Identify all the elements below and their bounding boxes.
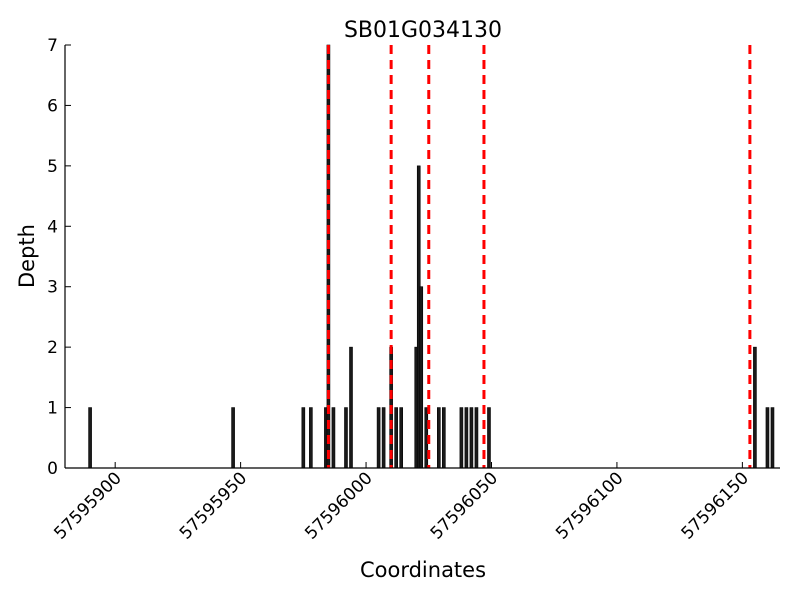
y-tick-label: 5: [47, 157, 58, 177]
depth-bar: [309, 407, 313, 469]
depth-bar: [331, 407, 336, 469]
y-axis-label: Depth: [15, 224, 39, 288]
x-tick-label: 57595900: [50, 468, 125, 543]
depth-bar: [474, 407, 479, 469]
depth-bar: [88, 407, 92, 469]
depth-bar: [419, 286, 424, 469]
bars-layer: [88, 44, 775, 469]
y-tick-label: 0: [47, 459, 58, 479]
depth-bar: [344, 407, 348, 469]
x-tick-label: 57595950: [176, 468, 251, 543]
depth-bar: [469, 407, 474, 469]
depth-bar: [349, 346, 353, 469]
y-tick-label: 6: [47, 96, 58, 116]
y-tick-label: 4: [47, 217, 58, 237]
depth-bar: [399, 407, 403, 469]
y-tick-label: 1: [47, 399, 58, 419]
depth-bar: [487, 407, 491, 469]
chart-title: SB01G034130: [344, 18, 502, 43]
axes-layer: [64, 45, 780, 469]
y-tick-label: 7: [47, 36, 58, 56]
depth-bar: [301, 407, 306, 469]
x-tick-label: 57596150: [678, 468, 753, 543]
x-tick-label: 57596100: [552, 468, 627, 543]
depth-bar: [231, 407, 235, 469]
depth-bar: [376, 407, 381, 469]
depth-bar: [437, 407, 441, 469]
depth-bar: [753, 346, 757, 469]
x-tick-label: 57596050: [427, 468, 502, 543]
x-axis-label: Coordinates: [360, 558, 486, 582]
depth-bar: [464, 407, 469, 469]
y-tick-label: 3: [47, 278, 58, 298]
depth-bar: [442, 407, 446, 469]
y-tick-label: 2: [47, 338, 58, 358]
x-tick-label: 57596000: [301, 468, 376, 543]
depth-bar: [381, 407, 386, 469]
depth-bar: [765, 407, 770, 469]
depth-bar: [459, 407, 464, 469]
depth-bar: [394, 407, 398, 469]
depth-bar: [770, 407, 775, 469]
markers-layer: [326, 45, 752, 468]
